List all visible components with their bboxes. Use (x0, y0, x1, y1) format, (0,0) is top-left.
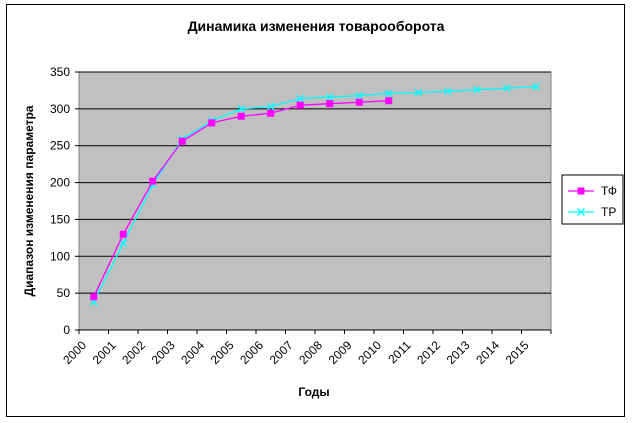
point-marker (326, 100, 334, 108)
y-axis-ticks: 0 50 100 150 200 250 300 350 (50, 65, 79, 337)
point-marker (385, 97, 393, 105)
x-tick-label: 2005 (208, 338, 237, 367)
x-tick-label: 2014 (473, 338, 502, 367)
point-marker (119, 239, 128, 247)
point-marker-stroke (296, 94, 305, 103)
point-marker-stroke (532, 82, 541, 91)
point-marker (577, 187, 585, 195)
point-marker (208, 119, 216, 127)
x-tick-label: 2002 (119, 338, 148, 367)
x-tick-label: 2009 (326, 338, 355, 367)
point-marker (532, 82, 541, 91)
point-marker-stroke (355, 91, 364, 100)
point-marker-stroke (266, 102, 275, 111)
x-tick-label: 2004 (178, 338, 207, 367)
legend-entry: ТФ (568, 184, 617, 198)
legend-box (561, 174, 624, 225)
point-marker (502, 84, 511, 93)
point-marker (577, 208, 585, 216)
x-tick-label: 2015 (503, 338, 532, 367)
x-axis-title: Годы (298, 385, 329, 399)
point-marker-stroke (325, 93, 334, 102)
x-tick-label: 2001 (90, 338, 119, 367)
x-tick-label: 2008 (296, 338, 325, 367)
point-marker (119, 230, 127, 238)
y-tick-label: 50 (57, 286, 71, 300)
y-tick-label: 200 (50, 176, 70, 190)
x-tick-label: 2013 (444, 338, 473, 367)
point-marker (355, 91, 364, 100)
point-marker (443, 87, 452, 96)
point-marker (384, 89, 393, 98)
y-tick-label: 350 (50, 65, 70, 79)
point-marker (473, 85, 482, 94)
x-axis-ticks: 2000 2001 2002 2003 2004 2005 2006 2007 2008 2009… (60, 329, 552, 367)
x-tick-label: 2010 (355, 338, 384, 367)
point-marker (414, 88, 423, 97)
x-tick-label: 2012 (414, 338, 443, 367)
x-tick-label: 2003 (149, 338, 178, 367)
point-marker-stroke (119, 239, 128, 247)
series-0 (90, 97, 393, 301)
point-marker (296, 94, 305, 103)
point-marker-stroke (384, 89, 393, 98)
point-marker (237, 104, 246, 113)
point-marker-stroke (502, 84, 511, 93)
x-tick-label: 2006 (237, 338, 266, 367)
point-marker-stroke (473, 85, 482, 94)
point-marker (178, 137, 186, 145)
legend-entry: ТР (568, 205, 616, 219)
point-marker (296, 101, 304, 109)
legend-label: ТФ (601, 184, 617, 198)
point-marker (325, 93, 334, 102)
x-tick-label: 2000 (60, 338, 89, 367)
point-marker-stroke (414, 88, 423, 97)
point-marker-stroke (443, 87, 452, 96)
legend-label: ТР (601, 205, 616, 219)
chart-title: Динамика изменения товарооборота (188, 18, 445, 34)
point-marker (90, 293, 98, 301)
point-marker-stroke (237, 104, 246, 113)
point-marker (149, 177, 157, 185)
series-layer (89, 82, 541, 306)
y-tick-label: 0 (63, 323, 70, 337)
y-axis-title: Диапазон изменения параметра (22, 105, 36, 296)
x-tick-label: 2007 (267, 338, 296, 367)
y-tick-label: 300 (50, 102, 70, 116)
legend: ТФ ТР (561, 174, 624, 225)
y-tick-label: 150 (50, 212, 70, 226)
plot-area (78, 71, 552, 331)
gridlines (79, 71, 551, 294)
point-marker (237, 112, 245, 120)
point-marker (355, 98, 363, 106)
point-marker (266, 102, 275, 111)
y-tick-label: 100 (50, 249, 70, 263)
x-tick-label: 2011 (385, 338, 413, 366)
y-tick-label: 250 (50, 139, 70, 153)
point-marker (267, 109, 275, 117)
point-marker-stroke (577, 208, 585, 216)
